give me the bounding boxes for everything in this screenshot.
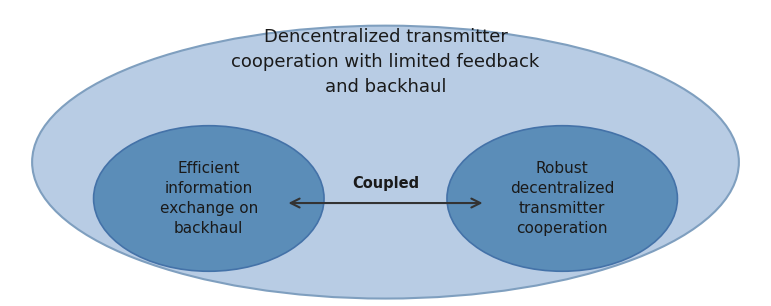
Text: Coupled: Coupled (352, 176, 419, 191)
Ellipse shape (447, 126, 678, 271)
Ellipse shape (93, 126, 324, 271)
Text: Robust
decentralized
transmitter
cooperation: Robust decentralized transmitter coopera… (510, 161, 614, 236)
Text: Efficient
information
exchange on
backhaul: Efficient information exchange on backha… (160, 161, 258, 236)
Ellipse shape (32, 26, 739, 299)
Text: Dencentralized transmitter
cooperation with limited feedback
and backhaul: Dencentralized transmitter cooperation w… (231, 28, 540, 96)
FancyArrowPatch shape (291, 199, 480, 207)
